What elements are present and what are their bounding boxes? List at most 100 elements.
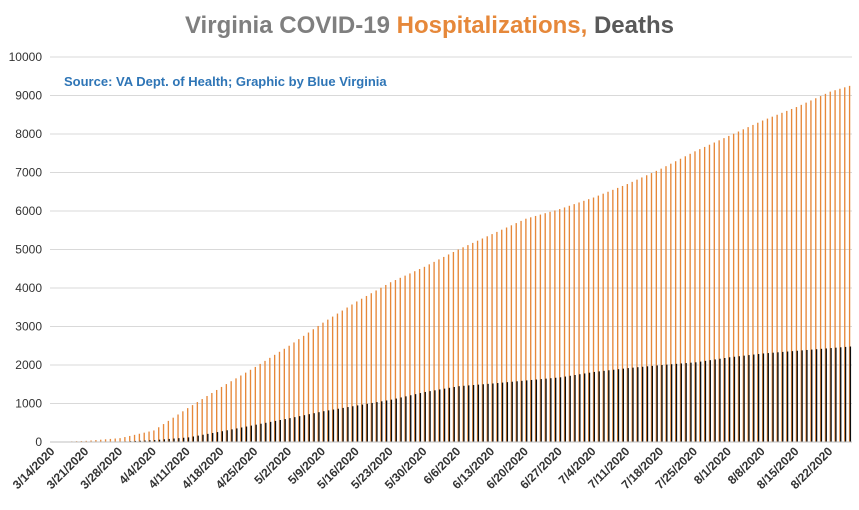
deaths-bar: [641, 366, 644, 442]
hospitalizations-bar: [244, 372, 247, 442]
hospitalizations-bar: [148, 431, 150, 442]
hospitalizations-bar: [206, 396, 208, 442]
deaths-bar: [583, 373, 586, 442]
deaths-bar: [603, 370, 605, 442]
hospitalizations-bar: [530, 217, 532, 442]
deaths-bar: [197, 435, 199, 442]
deaths-bar: [670, 364, 673, 442]
deaths-bar: [811, 349, 813, 442]
deaths-bar: [820, 348, 823, 442]
deaths-bar: [463, 385, 465, 442]
hospitalizations-bar: [481, 238, 484, 442]
deaths-bar: [347, 407, 349, 442]
deaths-bar: [332, 409, 335, 442]
hospitalizations-bar: [525, 218, 527, 442]
hospitalizations-bar: [351, 304, 353, 442]
hospitalizations-bar: [491, 234, 493, 442]
hospitalizations-bar: [409, 273, 411, 442]
deaths-bar: [458, 386, 460, 442]
deaths-bar: [612, 369, 615, 442]
hospitalizations-bar: [834, 90, 836, 443]
deaths-bar: [627, 368, 629, 442]
hospitalizations-bar: [761, 120, 764, 443]
deaths-bar: [390, 399, 393, 442]
deaths-bar: [236, 428, 238, 442]
hospitalizations-bar: [240, 375, 242, 442]
hospitalizations-bar: [331, 316, 334, 442]
deaths-bar: [168, 438, 170, 442]
hospitalizations-bar: [346, 307, 348, 442]
hospitalizations-bar: [90, 440, 92, 442]
deaths-bar: [492, 383, 494, 442]
chart-subtitle: Source: VA Dept. of Health; Graphic by B…: [64, 74, 387, 89]
deaths-bar: [323, 411, 325, 442]
hospitalizations-bar: [423, 266, 426, 442]
hospitalizations-bar: [196, 402, 199, 442]
hospitalizations-bar: [776, 114, 778, 442]
hospitalizations-bar: [283, 348, 285, 442]
deaths-bar: [352, 406, 354, 442]
deaths-bar: [709, 360, 711, 442]
hospitalizations-bar: [583, 200, 585, 442]
deaths-bar: [786, 351, 789, 442]
chart-title: Virginia COVID-19 Hospitalizations, Deat…: [0, 12, 859, 40]
hospitalizations-bar: [757, 122, 759, 442]
deaths-bar: [646, 366, 649, 442]
hospitalizations-bar: [114, 438, 116, 442]
hospitalizations-bar: [438, 259, 440, 442]
hospitalizations-bar: [235, 378, 237, 442]
deaths-bar: [405, 396, 407, 442]
deaths-bar: [187, 437, 190, 442]
deaths-bar: [762, 353, 765, 442]
hospitalizations-bar: [95, 440, 97, 442]
deaths-bar: [371, 402, 373, 442]
deaths-bar: [419, 393, 422, 442]
deaths-bar: [738, 356, 740, 442]
deaths-bar: [163, 439, 166, 442]
deaths-bar: [250, 425, 252, 442]
deaths-bar: [675, 363, 678, 442]
deaths-bar: [690, 362, 692, 442]
hospitalizations-bar: [389, 282, 392, 442]
hospitalizations-bar: [447, 254, 450, 442]
hospitalizations-bar: [129, 435, 131, 442]
deaths-bar: [782, 351, 784, 442]
deaths-bar: [477, 384, 480, 442]
deaths-bar: [289, 418, 291, 442]
hospitalizations-bar: [273, 354, 276, 442]
hospitalizations-bar: [612, 189, 614, 442]
deaths-bar: [216, 432, 219, 442]
deaths-bar: [269, 421, 272, 442]
deaths-bar: [376, 402, 378, 442]
hospitalizations-bar: [322, 322, 324, 442]
deaths-bar: [318, 412, 320, 442]
hospitalizations-bar: [394, 280, 397, 442]
hospitalizations-bar: [805, 102, 807, 443]
deaths-bar: [255, 424, 257, 442]
hospitalizations-bar: [752, 124, 754, 443]
deaths-bar: [303, 415, 306, 442]
hospitalizations-bar: [365, 295, 368, 442]
hospitalizations-bar: [732, 133, 735, 442]
deaths-bar: [443, 388, 446, 442]
hospitalizations-bar: [563, 207, 566, 442]
deaths-bar: [825, 348, 827, 442]
deaths-bar: [487, 383, 489, 442]
y-tick-label: 4000: [15, 281, 42, 295]
hospitalizations-bar: [360, 298, 363, 442]
deaths-bar: [294, 417, 296, 442]
hospitalizations-bar: [844, 87, 846, 442]
deaths-bar: [144, 440, 146, 442]
hospitalizations-bar: [414, 271, 416, 442]
hospitalizations-bar: [674, 161, 677, 442]
hospitalizations-bar: [684, 156, 686, 442]
deaths-bar: [482, 384, 484, 442]
deaths-bar: [791, 351, 794, 442]
hospitalizations-bar: [810, 100, 812, 442]
chart-title-part1: Virginia COVID-19: [184, 12, 397, 39]
deaths-bar: [564, 376, 567, 442]
hospitalizations-bar: [645, 175, 648, 442]
deaths-bar: [637, 367, 639, 442]
